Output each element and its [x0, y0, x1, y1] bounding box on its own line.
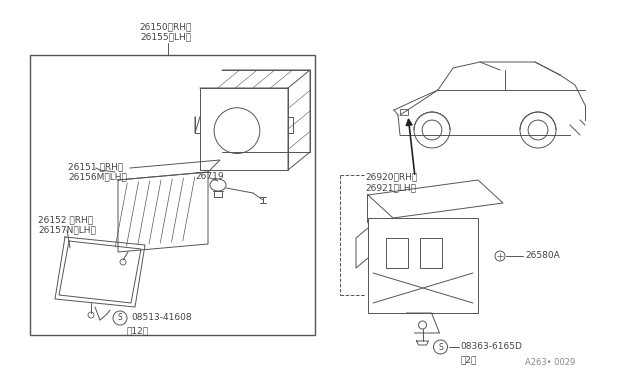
Text: 26155（LH）: 26155（LH）: [140, 32, 191, 41]
Text: 26152 （RH）: 26152 （RH）: [38, 215, 93, 224]
Bar: [400, 109, 408, 115]
Bar: [30, 55, 315, 335]
Text: 26920（RH）: 26920（RH）: [365, 172, 417, 181]
Text: 08513-41608: 08513-41608: [131, 313, 191, 322]
Text: 26151 （RH）: 26151 （RH）: [68, 162, 124, 171]
Text: 26719: 26719: [195, 172, 223, 181]
Text: 26921（LH）: 26921（LH）: [365, 183, 416, 192]
Text: 26580A: 26580A: [525, 251, 560, 260]
Bar: [420, 238, 442, 268]
Bar: [368, 218, 478, 313]
Text: 26150（RH）: 26150（RH）: [140, 22, 192, 31]
Text: S: S: [118, 314, 122, 323]
Text: （12）: （12）: [127, 326, 149, 335]
Text: （2）: （2）: [460, 355, 477, 364]
Text: A263• 0029: A263• 0029: [525, 358, 575, 367]
Bar: [386, 238, 408, 268]
Text: 08363-6165D: 08363-6165D: [461, 342, 522, 351]
Text: 26157N（LH）: 26157N（LH）: [38, 225, 96, 234]
Bar: [200, 88, 288, 170]
Text: 26156M（LH）: 26156M（LH）: [68, 172, 127, 181]
Text: S: S: [438, 343, 443, 352]
